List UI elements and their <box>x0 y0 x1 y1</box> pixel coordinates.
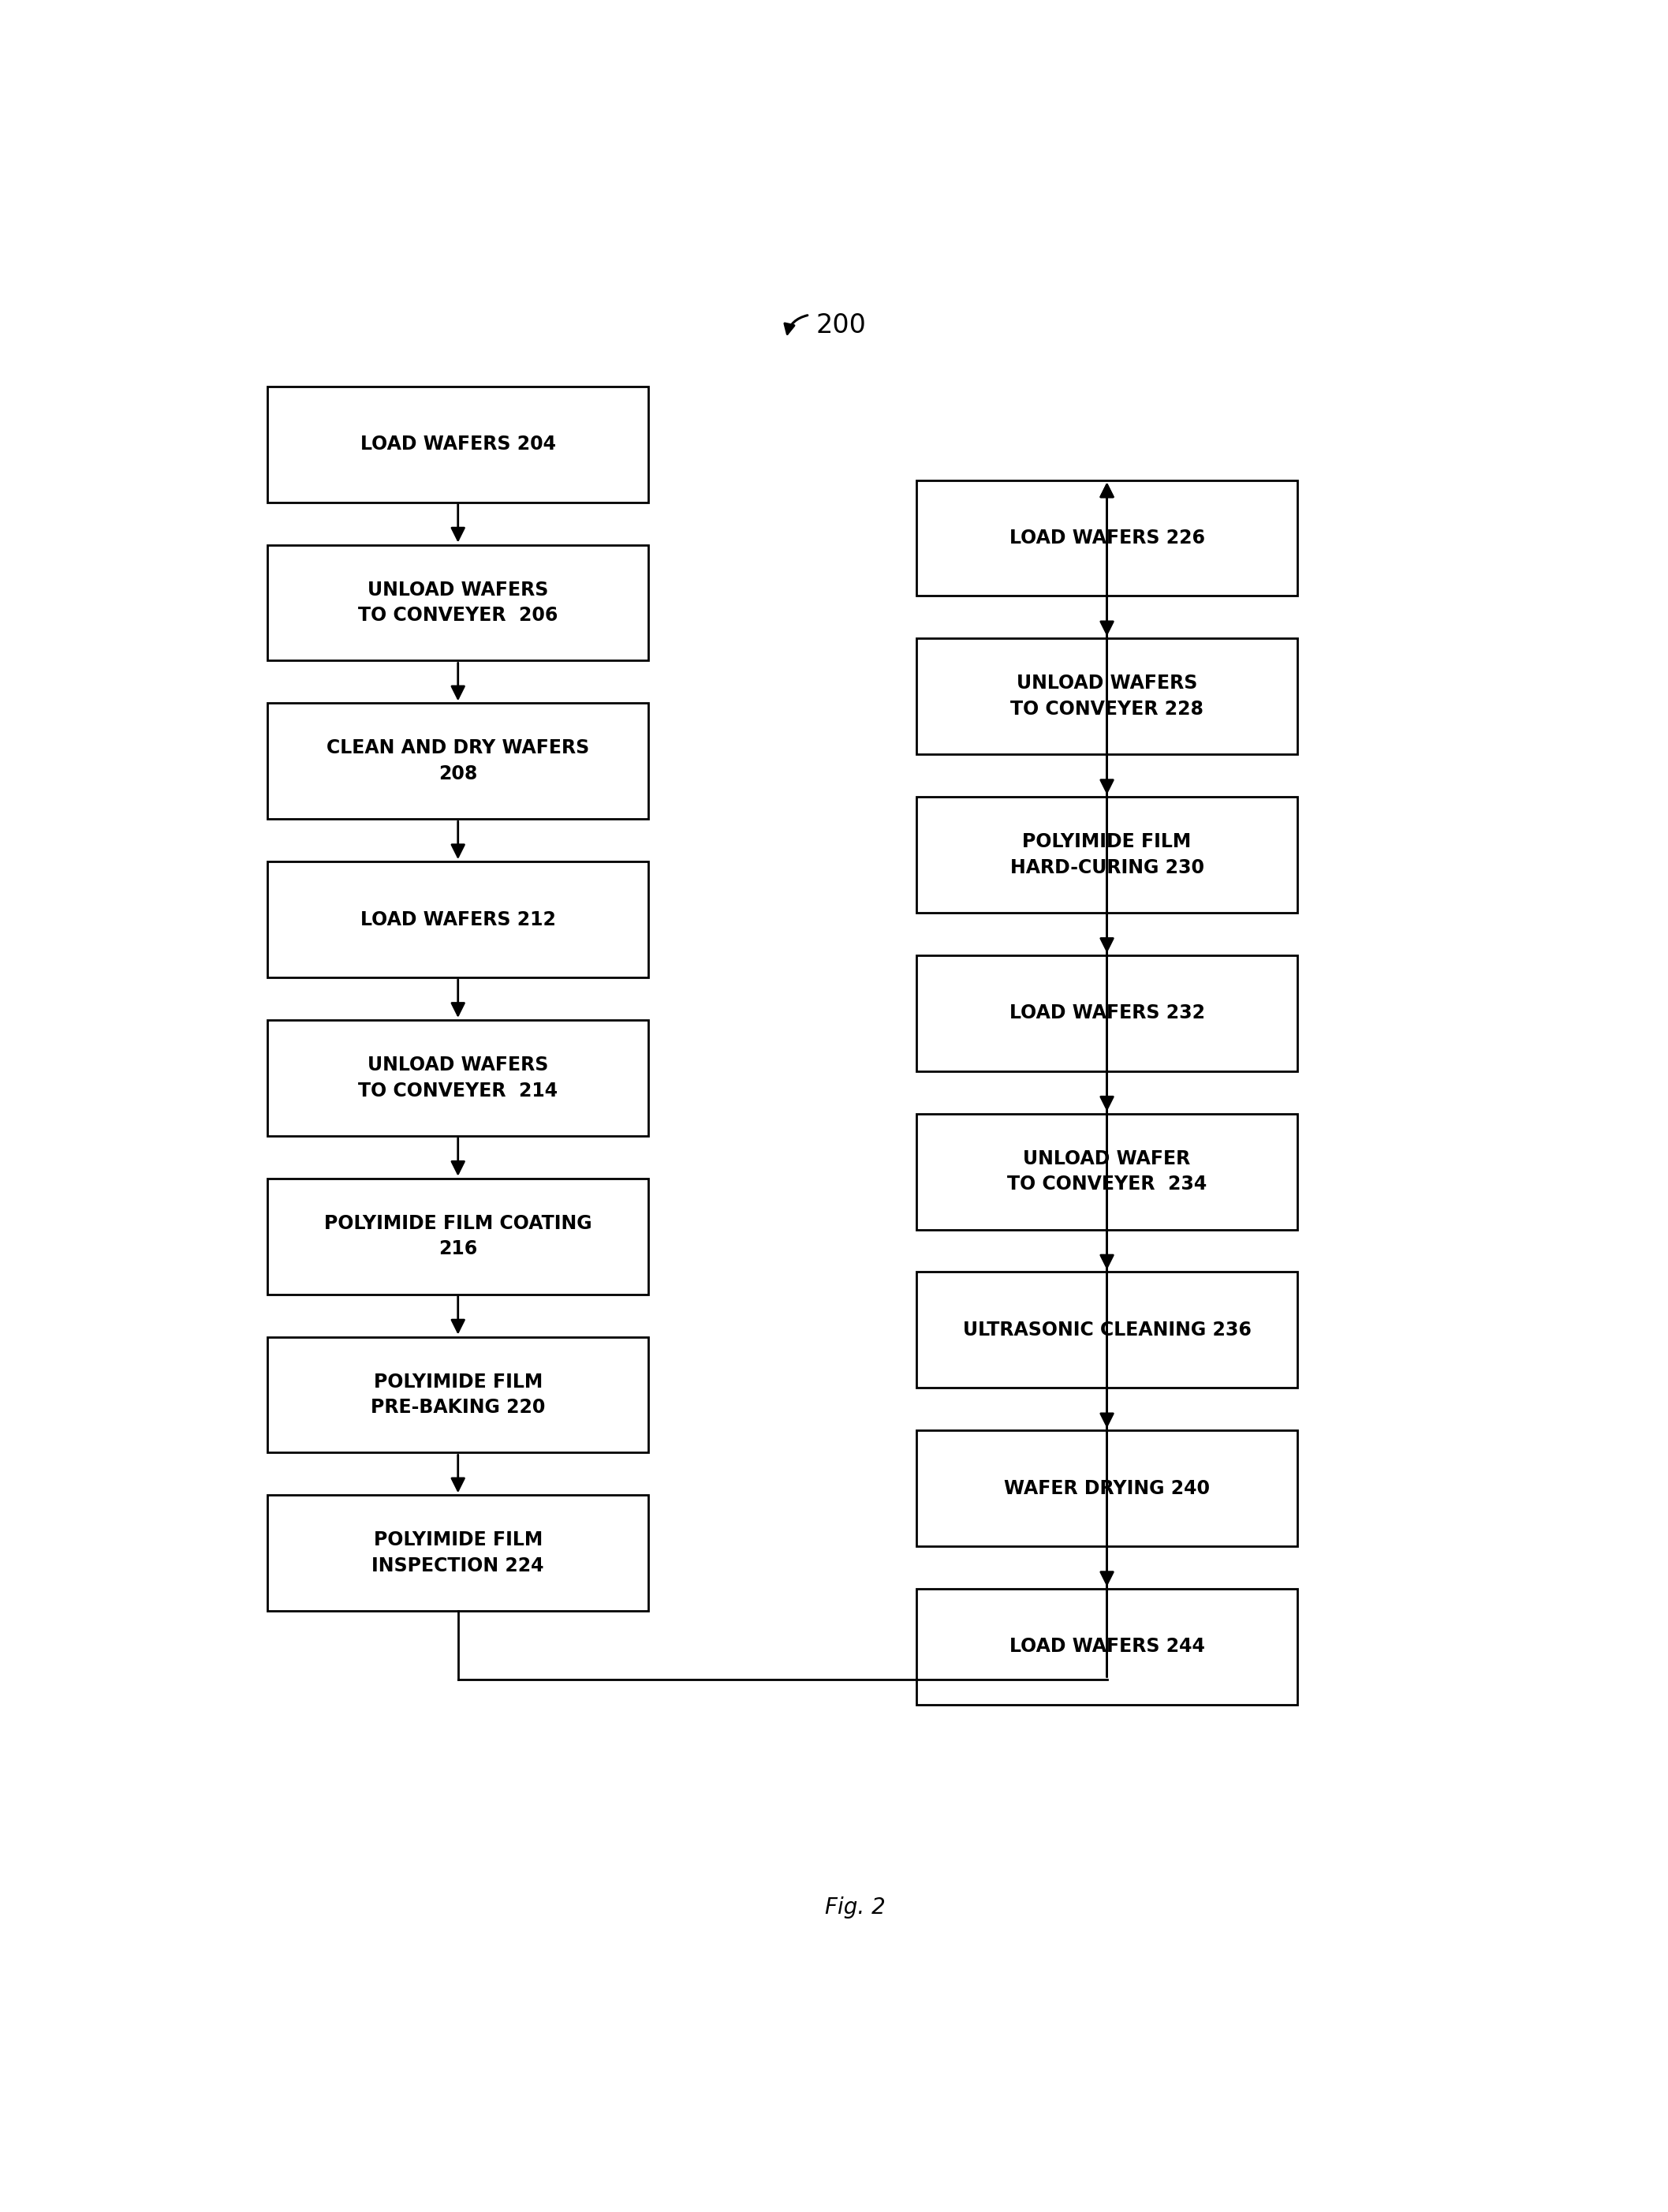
Bar <box>916 1113 1298 1230</box>
Bar <box>267 1179 649 1294</box>
Text: POLYIMIDE FILM
HARD-CURING 230: POLYIMIDE FILM HARD-CURING 230 <box>1009 832 1204 878</box>
Bar <box>916 1272 1298 1387</box>
Text: 200: 200 <box>816 312 866 338</box>
Text: LOAD WAFERS 232: LOAD WAFERS 232 <box>1009 1004 1204 1022</box>
Bar <box>267 1020 649 1135</box>
Bar <box>267 387 649 502</box>
Bar <box>916 639 1298 754</box>
Bar <box>916 1588 1298 1705</box>
Text: LOAD WAFERS 226: LOAD WAFERS 226 <box>1009 529 1204 546</box>
Text: POLYIMIDE FILM
PRE-BAKING 220: POLYIMIDE FILM PRE-BAKING 220 <box>370 1371 545 1418</box>
Text: UNLOAD WAFERS
TO CONVEYER  206: UNLOAD WAFERS TO CONVEYER 206 <box>359 580 557 626</box>
Text: UNLOAD WAFER
TO CONVEYER  234: UNLOAD WAFER TO CONVEYER 234 <box>1007 1150 1206 1194</box>
Bar <box>916 480 1298 595</box>
Bar <box>267 863 649 978</box>
Text: CLEAN AND DRY WAFERS
208: CLEAN AND DRY WAFERS 208 <box>327 739 589 783</box>
Bar <box>267 1336 649 1453</box>
Text: LOAD WAFERS 204: LOAD WAFERS 204 <box>360 436 555 453</box>
Text: LOAD WAFERS 244: LOAD WAFERS 244 <box>1009 1637 1204 1657</box>
Text: UNLOAD WAFERS
TO CONVEYER  214: UNLOAD WAFERS TO CONVEYER 214 <box>359 1055 557 1099</box>
Bar <box>916 1431 1298 1546</box>
Bar <box>267 703 649 818</box>
Bar <box>267 1495 649 1610</box>
Bar <box>916 796 1298 914</box>
Bar <box>267 544 649 661</box>
Bar <box>916 956 1298 1071</box>
Text: LOAD WAFERS 212: LOAD WAFERS 212 <box>360 909 555 929</box>
Text: Fig. 2: Fig. 2 <box>824 1896 886 1918</box>
Text: ULTRASONIC CLEANING 236: ULTRASONIC CLEANING 236 <box>962 1321 1251 1340</box>
Text: UNLOAD WAFERS
TO CONVEYER 228: UNLOAD WAFERS TO CONVEYER 228 <box>1011 675 1204 719</box>
Text: POLYIMIDE FILM COATING
216: POLYIMIDE FILM COATING 216 <box>324 1214 592 1259</box>
Text: WAFER DRYING 240: WAFER DRYING 240 <box>1004 1480 1209 1498</box>
Text: POLYIMIDE FILM
INSPECTION 224: POLYIMIDE FILM INSPECTION 224 <box>372 1531 544 1575</box>
